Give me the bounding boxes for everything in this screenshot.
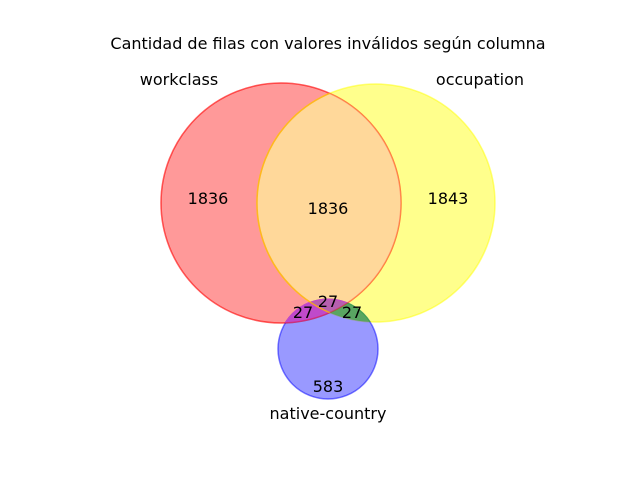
- set-a-outline: [160, 82, 402, 324]
- set-label-c: native-country: [270, 404, 387, 423]
- region-only-a-count: 1836: [188, 189, 229, 208]
- region-ab-count: 1836: [308, 199, 349, 218]
- chart-title: Cantidad de filas con valores inválidos …: [110, 34, 545, 53]
- set-label-a: workclass: [140, 70, 218, 89]
- region-ac-count: 27: [293, 303, 313, 322]
- region-only-c-count: 583: [313, 377, 344, 396]
- overlap-ac-region: [277, 298, 379, 323]
- set-label-b: occupation: [436, 70, 524, 89]
- region-abc-count: 27: [318, 292, 338, 311]
- region-only-b-count: 1843: [428, 189, 469, 208]
- region-bc-count: 27: [342, 303, 362, 322]
